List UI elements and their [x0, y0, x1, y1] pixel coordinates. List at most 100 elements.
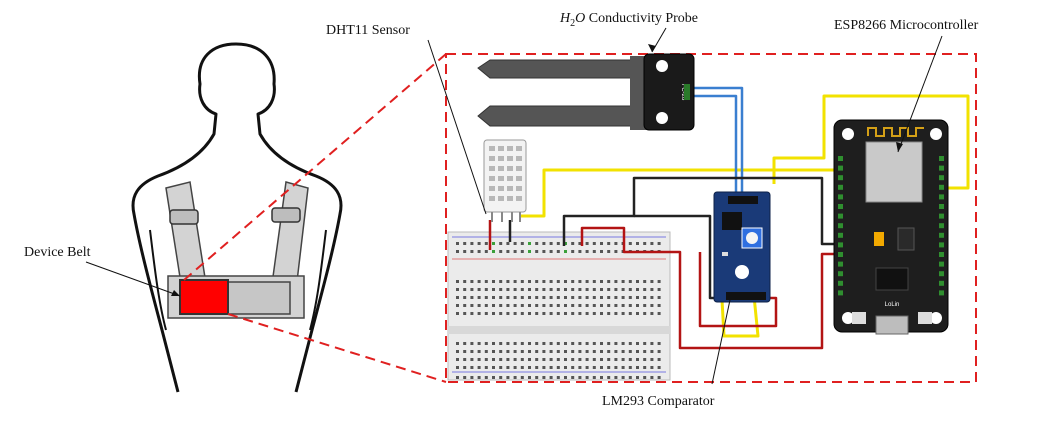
breadboard-hole	[492, 280, 495, 283]
breadboard-hole	[657, 288, 661, 291]
breadboard-hole	[607, 280, 611, 283]
breadboard-hole	[607, 296, 611, 299]
dht11-grille-slot	[498, 166, 504, 171]
breadboard-hole	[578, 242, 582, 245]
breadboard-hole	[506, 376, 510, 379]
breadboard-hole	[470, 304, 474, 307]
breadboard-hole	[506, 296, 510, 299]
breadboard-hole	[571, 250, 575, 253]
breadboard-hole	[492, 250, 495, 253]
dht11-grille-slot	[489, 176, 495, 181]
wire-black-ground-main	[562, 176, 834, 246]
center-channel	[448, 326, 670, 334]
breadboard-hole	[643, 350, 647, 353]
breadboard-hole	[571, 366, 575, 369]
breadboard-hole	[592, 350, 596, 353]
breadboard-hole	[628, 304, 632, 307]
breadboard-hole	[614, 242, 618, 245]
breadboard-hole	[492, 350, 495, 353]
breadboard-hole	[628, 296, 632, 299]
leader-lines	[85, 27, 943, 385]
breadboard-hole	[614, 376, 618, 379]
breadboard-hole	[456, 312, 459, 315]
esp8266-pin-left	[838, 204, 843, 209]
breadboard-hole	[549, 342, 553, 345]
breadboard-hole	[520, 304, 524, 307]
breadboard-hole	[614, 342, 618, 345]
breadboard-hole	[600, 376, 603, 379]
esp8266-pin-right	[939, 156, 944, 161]
breadboard-hole	[470, 288, 474, 291]
breadboard-hole	[477, 358, 481, 361]
breadboard-hole	[506, 312, 510, 315]
esp8266-pin-left	[838, 261, 843, 267]
breadboard-hole	[549, 358, 553, 361]
breadboard-hole	[499, 366, 503, 369]
esp8266-pin-right	[939, 271, 944, 277]
breadboard-hole	[463, 304, 467, 307]
breadboard-hole	[556, 358, 560, 361]
breadboard-hole	[600, 342, 603, 345]
breadboard-hole	[556, 366, 560, 369]
esp8266-regulator	[897, 227, 915, 251]
breadboard-hole	[528, 312, 531, 315]
breadboard-hole	[528, 350, 531, 353]
esp8266-pin-left	[838, 213, 843, 219]
breadboard-hole	[585, 242, 589, 245]
breadboard-hole	[650, 296, 654, 299]
breadboard-hole	[528, 288, 531, 291]
breadboard-hole	[549, 280, 553, 283]
breadboard-hole	[470, 250, 474, 253]
breadboard-hole	[456, 296, 459, 299]
dht11-grille-slot	[507, 176, 513, 181]
breadboard-hole	[463, 358, 467, 361]
breadboard-hole	[535, 296, 539, 299]
esp8266-reset-btn	[852, 312, 866, 324]
dht11-grille-slot	[507, 156, 513, 161]
esp8266-pin-right	[939, 223, 944, 229]
breadboard-hole	[607, 366, 611, 369]
breadboard-hole	[578, 304, 582, 307]
esp8266-pin-left	[838, 290, 843, 296]
breadboard-hole	[542, 366, 546, 369]
breadboard-hole	[513, 296, 517, 299]
dht11-grille-slot	[498, 146, 504, 151]
breadboard-hole	[556, 312, 560, 315]
zoom-line-bottom	[227, 313, 447, 383]
breadboard-hole	[600, 242, 603, 245]
label-esp8266: ESP8266 Microcontroller	[834, 18, 979, 33]
breadboard-hole	[600, 304, 603, 307]
breadboard-hole	[463, 242, 467, 245]
breadboard-hole	[643, 242, 647, 245]
breadboard-hole	[542, 350, 546, 353]
breadboard-hole	[571, 304, 575, 307]
breadboard-hole	[636, 280, 639, 283]
breadboard-hole	[549, 296, 553, 299]
esp8266-pin-left	[838, 184, 843, 190]
breadboard-hole	[643, 358, 647, 361]
breadboard-hole	[535, 376, 539, 379]
breadboard-hole	[571, 312, 575, 315]
breadboard-hole	[463, 342, 467, 345]
breadboard-hole	[456, 350, 459, 353]
breadboard-hole	[520, 342, 524, 345]
esp8266-mount-hole-tl	[842, 128, 854, 140]
breadboard-hole	[636, 242, 639, 245]
breadboard-hole	[484, 376, 488, 379]
breadboard-hole	[607, 350, 611, 353]
breadboard-hole	[636, 342, 639, 345]
esp8266-wifi-module	[865, 141, 923, 203]
breadboard-hole	[636, 350, 639, 353]
esp8266-pin-headers	[838, 156, 944, 296]
dht11-grille-slot	[507, 196, 513, 201]
breadboard-hole	[650, 376, 654, 379]
belt-device	[179, 279, 229, 315]
leader-lm293	[711, 299, 731, 385]
breadboard-hole	[499, 342, 503, 345]
breadboard-hole	[657, 296, 661, 299]
dht11-grille-slot	[489, 146, 495, 151]
breadboard-hole	[484, 342, 488, 345]
breadboard-hole	[650, 280, 654, 283]
breadboard-hole	[456, 250, 459, 253]
breadboard-hole	[585, 296, 589, 299]
